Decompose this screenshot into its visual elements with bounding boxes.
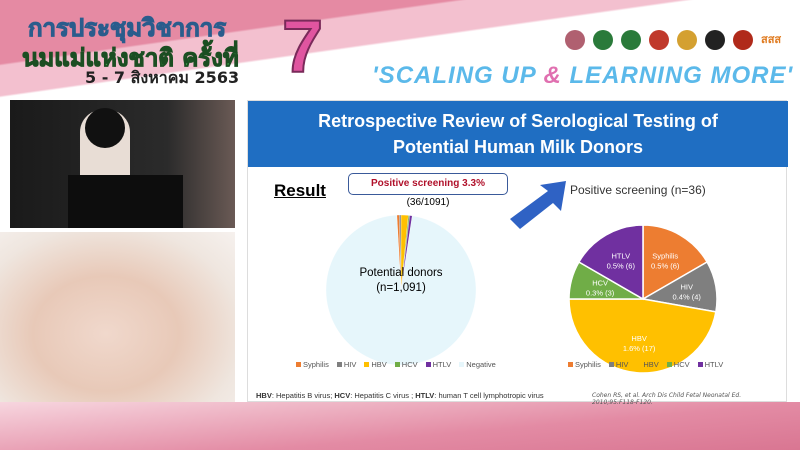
legend-swatch: [636, 362, 642, 367]
pie-data-label: 0.5% (6): [607, 262, 636, 271]
child-photo: [0, 232, 235, 417]
legend-item: HTLV: [425, 360, 451, 369]
legend-swatch: [459, 362, 465, 367]
conference-subtitle-thai: นมแม่แห่งชาติ ครั้งที่: [22, 44, 240, 73]
logo-icon: [621, 30, 641, 50]
podium: [68, 175, 183, 228]
donors-label: Potential donors (n=1,091): [343, 266, 459, 296]
pie-slice-htlv: [577, 224, 644, 301]
legend-swatch: [336, 362, 342, 367]
sponsor-logos: สสส: [565, 30, 781, 50]
slide-title-line: Potential Human Milk Donors: [392, 137, 644, 157]
legend-swatch: [364, 362, 370, 367]
pie-data-label: 0.5% (6): [651, 262, 680, 271]
conference-number: 7: [281, 4, 324, 89]
legend-item: Syphilis: [296, 360, 329, 369]
legend-swatch: [568, 362, 573, 367]
legend-item: HCV: [394, 360, 418, 369]
legend-item: HBV: [636, 360, 659, 369]
donors-label-text: Potential donors: [359, 267, 443, 279]
positive-screening-callout: Positive screening 3.3% (36/1091): [348, 173, 508, 208]
callout-count: (36/1091): [406, 197, 450, 208]
legend-item: HBV: [364, 360, 387, 369]
slogan: 'SCALING UP & LEARNING MORE': [372, 62, 793, 90]
slide-title-line: Retrospective Review of Serological Test…: [318, 111, 718, 131]
pie-data-label: Syphilis: [652, 252, 678, 261]
logo-icon: [705, 30, 725, 50]
speaker-video: [10, 100, 235, 228]
callout-bold: Positive screening 3.3%: [371, 178, 485, 189]
thaihealth-logo: สสส: [761, 33, 782, 46]
legend-item: HCV: [666, 360, 690, 369]
fn: : human T cell lymphotropic virus: [434, 391, 544, 400]
fn: HCV: [334, 391, 351, 400]
arrow-icon: [510, 181, 566, 229]
slide-title: Retrospective Review of Serological Test…: [248, 101, 788, 167]
header-background: [0, 0, 800, 100]
conference-dates: 5 - 7 สิงหาคม 2563: [85, 68, 240, 87]
slogan-amp: &: [543, 62, 562, 89]
right-chart-title: Positive screening (n=36): [570, 183, 706, 197]
result-heading: Result: [274, 181, 326, 200]
legend-swatch: [296, 362, 301, 367]
legend-item: Syphilis: [568, 360, 601, 369]
logo-icon: [677, 30, 697, 50]
pie-data-label: 1.6% (17): [623, 344, 656, 353]
right-legend: Syphilis HIV HBV HCV HTLV: [568, 360, 723, 369]
logo-icon: [593, 30, 613, 50]
pie-data-label: HCV: [592, 279, 608, 288]
speaker-hair: [85, 108, 125, 148]
logo-icon: [733, 30, 753, 50]
slogan-part: 'SCALING UP: [372, 62, 544, 89]
logo-icon: [565, 30, 585, 50]
legend-item: HIV: [608, 360, 628, 369]
legend-swatch: [425, 362, 431, 367]
legend-swatch: [666, 362, 672, 367]
conference-title-thai: การประชุมวิชาการ: [27, 14, 227, 43]
legend-swatch: [697, 362, 703, 367]
footer-background: [0, 402, 800, 450]
donors-count: (n=1,091): [376, 282, 426, 294]
legend-item: HTLV: [697, 360, 723, 369]
pie-data-label: HTLV: [611, 252, 630, 261]
citation: Cohen RS, et al. Arch Dis Child Fetal Ne…: [592, 392, 742, 406]
legend-swatch: [608, 362, 614, 367]
fn: : Hepatitis B virus;: [271, 391, 335, 400]
legend-item: Negative: [459, 360, 496, 369]
pie-data-label: 0.3% (3): [586, 289, 615, 298]
fn: HBV: [256, 391, 272, 400]
pie-slice-hbv: [568, 298, 717, 374]
legend-item: HIV: [336, 360, 356, 369]
presentation-slide: Retrospective Review of Serological Test…: [247, 100, 788, 406]
pie-data-label: HIV: [680, 282, 693, 291]
pie-data-label: HBV: [631, 334, 646, 343]
logo-icon: [649, 30, 669, 50]
slogan-part: LEARNING MORE': [561, 62, 794, 89]
pie-slice-syphilis: [642, 224, 709, 301]
fn: : Hepatitis C virus ;: [350, 391, 416, 400]
left-legend: Syphilis HIV HBV HCV HTLV Negative: [296, 360, 496, 369]
legend-swatch: [394, 362, 400, 367]
pie-data-label: 0.4% (4): [673, 292, 702, 301]
fn: HTLV: [415, 391, 435, 400]
footnote: HBV: Hepatitis B virus; HCV: Hepatitis C…: [256, 391, 544, 400]
